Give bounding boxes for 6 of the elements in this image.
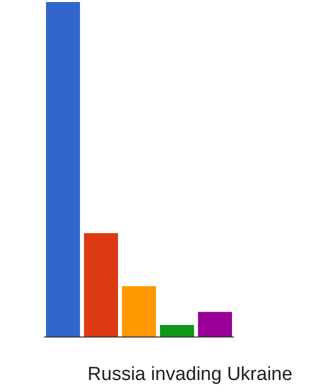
bar (160, 324, 194, 337)
bar (46, 2, 80, 337)
bar (122, 286, 156, 337)
bar (198, 312, 232, 337)
bar (84, 233, 118, 337)
x-axis-title: Russia invading Ukraine (88, 364, 292, 385)
